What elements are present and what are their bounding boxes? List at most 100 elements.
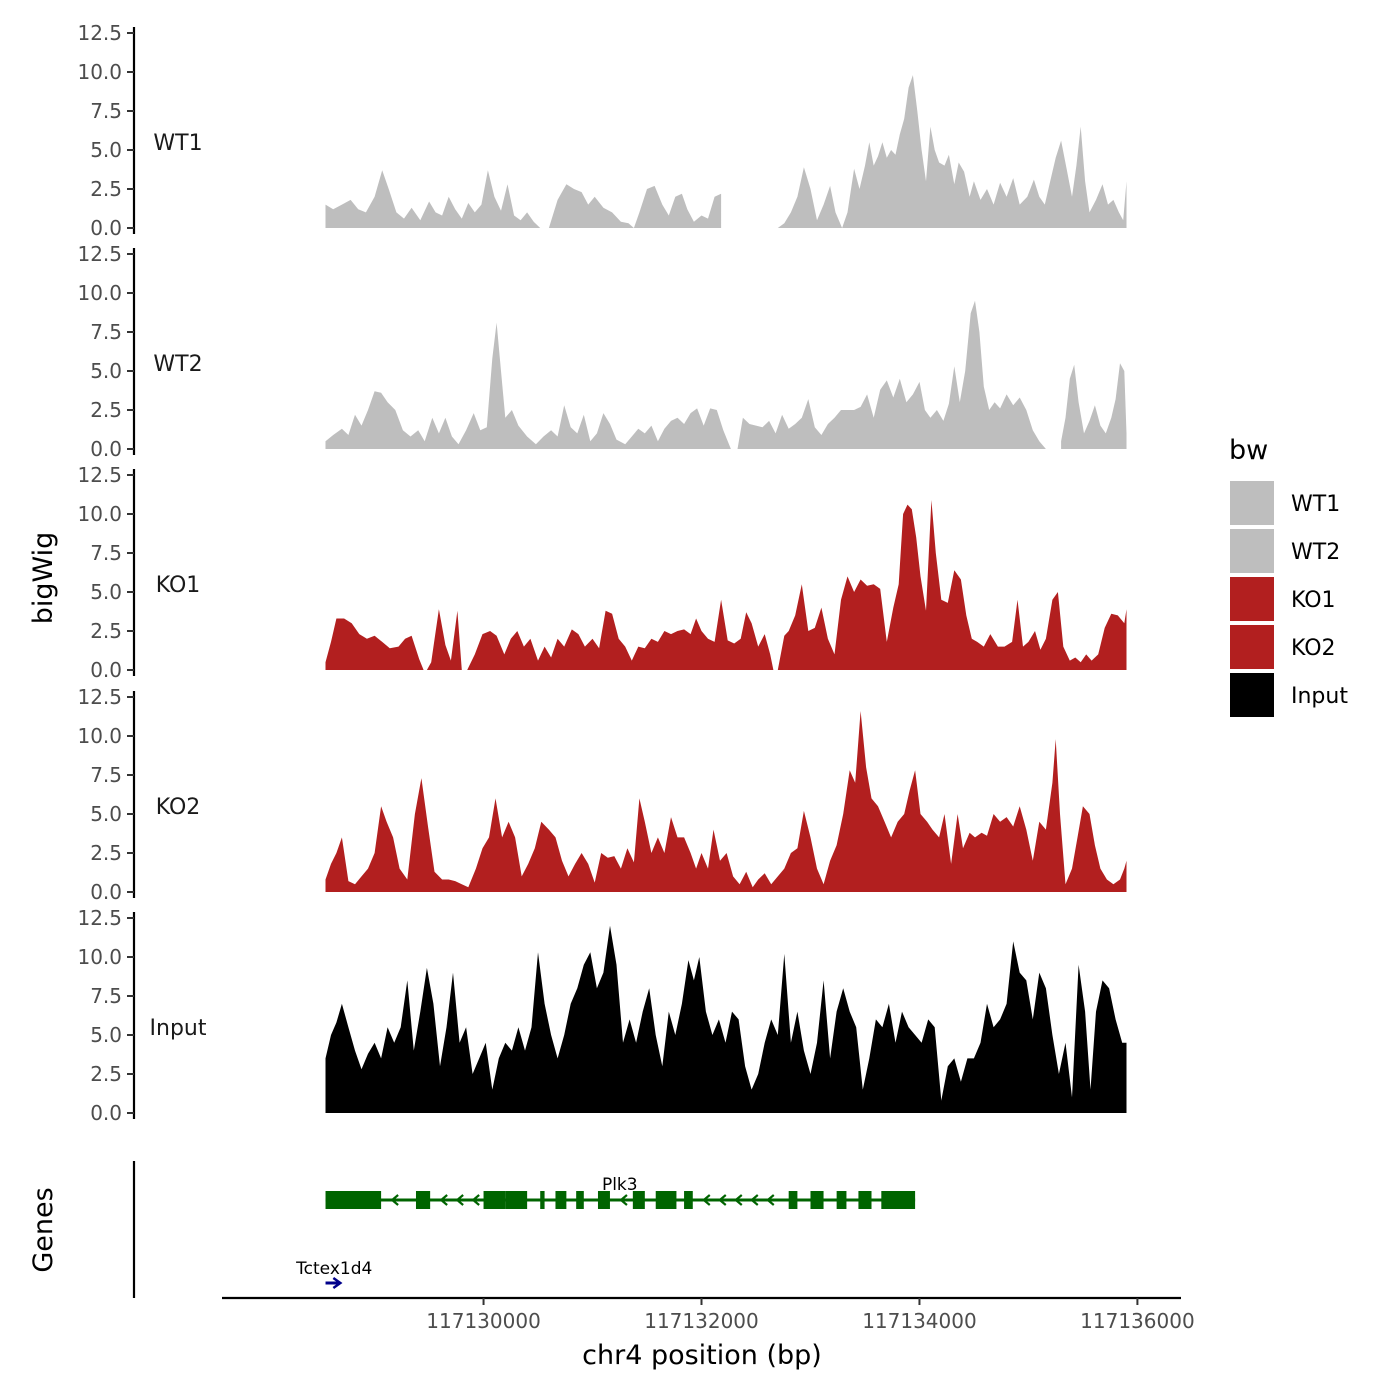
- y-tick-label: 5.0: [90, 1023, 122, 1047]
- exon: [788, 1191, 798, 1209]
- y-tick-label: 7.5: [90, 763, 122, 787]
- area-ko2-segment-0: [325, 711, 1127, 892]
- legend-item-input: Input: [1230, 673, 1348, 717]
- y-tick-label: 0.0: [90, 880, 122, 904]
- genes-track: Plk3 Tctex1d4: [132, 1161, 916, 1298]
- y-tick-label: 10.0: [77, 60, 122, 84]
- exon: [415, 1191, 431, 1209]
- strand-chevron: [702, 1194, 711, 1206]
- area-wt2-segment-2: [1061, 363, 1127, 449]
- legend-label: KO1: [1291, 588, 1336, 613]
- x-tick-label: 117134000: [862, 1309, 977, 1333]
- legend-label: WT1: [1291, 492, 1340, 517]
- y-tick-label: 5.0: [90, 580, 122, 604]
- exon: [597, 1191, 610, 1209]
- track-label-ko2: KO2: [156, 795, 201, 820]
- track-ko1: 0.0 2.5 5.0 7.5 10.0 12.5 KO1: [77, 463, 1127, 682]
- y-tick-label: 12.5: [77, 242, 122, 266]
- x-tick-label: 117130000: [426, 1309, 541, 1333]
- exon: [836, 1191, 847, 1209]
- strand-chevron: [750, 1194, 759, 1206]
- gene-label-plk3: Plk3: [602, 1175, 638, 1195]
- track-label-wt2: WT2: [153, 352, 202, 377]
- y-tick-label: 0.0: [90, 216, 122, 240]
- strand-chevron: [718, 1194, 727, 1206]
- bigwig-tracks: 0.0 2.5 5.0 7.5 10.0 12.5 WT1 0.0 2.5 5.0 7.5 10.0 1…: [77, 21, 1127, 1125]
- legend-title: bw: [1229, 435, 1268, 466]
- area-ko1-segment-0: [325, 618, 424, 670]
- y-tick-label: 7.5: [90, 541, 122, 565]
- y-tick-label: 10.0: [77, 281, 122, 305]
- y-tick-label: 12.5: [77, 21, 122, 45]
- exon: [325, 1191, 382, 1209]
- exon: [632, 1191, 645, 1209]
- y-tick-label: 5.0: [90, 359, 122, 383]
- track-label-wt1: WT1: [153, 131, 202, 156]
- area-ko1-segment-3: [777, 500, 1127, 670]
- legend: bw WT1 WT2 KO1 KO2 Input: [1229, 435, 1348, 717]
- exon: [555, 1191, 567, 1209]
- legend-item-wt1: WT1: [1230, 481, 1340, 525]
- y-tick-label: 0.0: [90, 1101, 122, 1125]
- track-label-ko1: KO1: [156, 573, 201, 598]
- y-tick-label: 2.5: [90, 177, 122, 201]
- y-tick-label: 7.5: [90, 984, 122, 1008]
- exon: [810, 1191, 824, 1209]
- x-axis-title: chr4 position (bp): [582, 1340, 822, 1371]
- gene-label-tctex1d4: Tctex1d4: [295, 1259, 372, 1279]
- strand-chevron: [390, 1194, 399, 1206]
- legend-swatch: [1230, 481, 1274, 525]
- track-input: 0.0 2.5 5.0 7.5 10.0 12.5 Input: [77, 906, 1127, 1125]
- y-tick-label: 12.5: [77, 463, 122, 487]
- area-wt2-segment-0: [325, 322, 731, 449]
- area-wt2-segment-1: [737, 300, 1056, 449]
- legend-label: KO2: [1291, 636, 1336, 661]
- track-wt1: 0.0 2.5 5.0 7.5 10.0 12.5 WT1: [77, 21, 1127, 240]
- y-tick-label: 7.5: [90, 99, 122, 123]
- area-ko1-segment-2: [467, 599, 774, 670]
- y-tick-label: 12.5: [77, 906, 122, 930]
- legend-item-ko1: KO1: [1230, 577, 1336, 621]
- legend-swatch: [1230, 673, 1274, 717]
- legend-label: Input: [1291, 684, 1348, 709]
- y-tick-label: 0.0: [90, 437, 122, 461]
- y-tick-label: 10.0: [77, 945, 122, 969]
- track-wt2: 0.0 2.5 5.0 7.5 10.0 12.5 WT2: [77, 242, 1127, 461]
- area-wt1-segment-1: [548, 184, 722, 228]
- y-axis-title: bigWig: [28, 532, 59, 625]
- y-tick-label: 10.0: [77, 724, 122, 748]
- genes-axis-title: Genes: [28, 1187, 59, 1272]
- exon: [655, 1191, 677, 1209]
- exon: [576, 1191, 584, 1209]
- exon: [505, 1191, 528, 1209]
- area-wt1-segment-3: [777, 75, 1127, 228]
- track-ko2: 0.0 2.5 5.0 7.5 10.0 12.5 KO2: [77, 685, 1127, 904]
- x-tick-label: 117136000: [1080, 1309, 1195, 1333]
- y-tick-label: 12.5: [77, 685, 122, 709]
- exon: [881, 1191, 916, 1209]
- gene-plk3: Plk3: [325, 1175, 916, 1209]
- legend-swatch: [1230, 529, 1274, 573]
- y-tick-label: 7.5: [90, 320, 122, 344]
- area-input-segment-0: [325, 925, 1127, 1113]
- y-tick-label: 2.5: [90, 619, 122, 643]
- y-tick-label: 5.0: [90, 802, 122, 826]
- x-axis: 117130000 117132000 117134000 117136000: [222, 1296, 1195, 1333]
- exon: [684, 1191, 693, 1209]
- strand-arrow: [332, 1276, 343, 1290]
- y-tick-label: 2.5: [90, 1062, 122, 1086]
- legend-swatch: [1230, 577, 1274, 621]
- legend-swatch: [1230, 625, 1274, 669]
- y-tick-label: 0.0: [90, 658, 122, 682]
- strand-chevron: [439, 1194, 448, 1206]
- strand-chevron: [734, 1194, 743, 1206]
- exon: [540, 1191, 545, 1209]
- x-tick-label: 117132000: [644, 1309, 759, 1333]
- track-label-input: Input: [150, 1016, 207, 1041]
- y-tick-label: 10.0: [77, 502, 122, 526]
- legend-label: WT2: [1291, 540, 1340, 565]
- strand-chevron: [455, 1194, 464, 1206]
- y-tick-label: 2.5: [90, 398, 122, 422]
- area-wt1-segment-0: [325, 170, 541, 228]
- gene-tctex1d4: Tctex1d4: [295, 1259, 372, 1290]
